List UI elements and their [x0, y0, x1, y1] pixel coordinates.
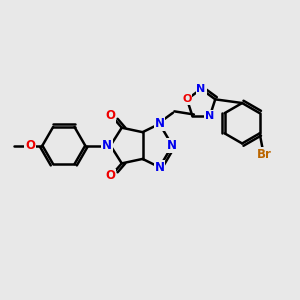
- Text: O: O: [25, 139, 35, 152]
- Text: O: O: [106, 109, 116, 122]
- Text: N: N: [154, 117, 164, 130]
- Text: Br: Br: [257, 148, 272, 161]
- Text: N: N: [196, 84, 206, 94]
- Text: O: O: [182, 94, 192, 104]
- Text: O: O: [106, 169, 116, 182]
- Text: N: N: [205, 111, 214, 121]
- Text: N: N: [102, 139, 112, 152]
- Text: N: N: [167, 139, 177, 152]
- Text: N: N: [154, 161, 164, 174]
